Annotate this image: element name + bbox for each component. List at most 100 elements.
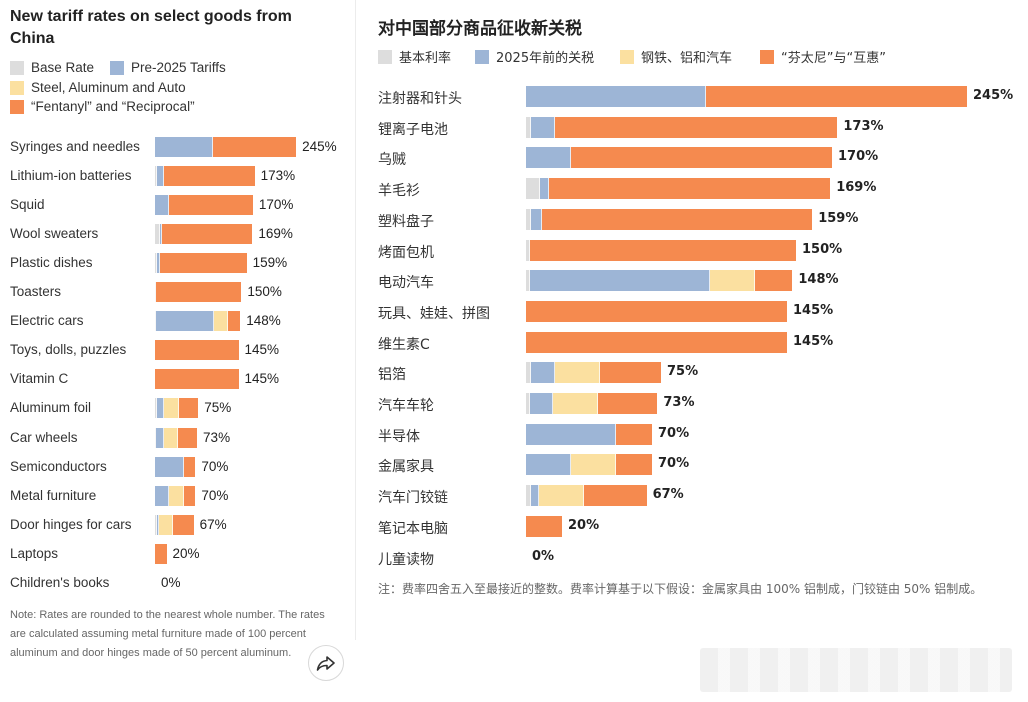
legend-label: Steel, Aluminum and Auto [31, 80, 186, 95]
bar-segment [531, 208, 543, 230]
value-label: 169% [836, 180, 877, 196]
category-label: 烤面包机 [378, 244, 434, 261]
legend-label: Pre-2025 Tariffs [131, 60, 226, 75]
bar [526, 239, 796, 261]
legend-item: 2025年前的关税 [475, 47, 594, 66]
note-en: Note: Rates are rounded to the nearest w… [10, 609, 325, 659]
value-label: 150% [802, 241, 843, 257]
bar-segment [526, 362, 532, 384]
bar-segment [155, 166, 157, 187]
category-label: 汽车门铰链 [378, 490, 448, 507]
value-label: 159% [818, 210, 859, 226]
value-label: 169% [258, 226, 293, 242]
bar-segment [597, 393, 658, 414]
bar-segment [155, 543, 167, 564]
bar-segment [583, 485, 647, 507]
bar-segment [155, 340, 239, 361]
category-label: 乌贼 [378, 152, 406, 169]
legend-item: 钢铁、铝和汽车 [620, 47, 732, 66]
category-label: 铝箔 [378, 367, 406, 384]
bar [526, 485, 647, 507]
value-label: 145% [244, 342, 280, 358]
bar-segment [178, 427, 198, 448]
category-label: Electric cars [10, 313, 84, 329]
bar-segment [156, 166, 165, 187]
legend-swatch [620, 49, 634, 64]
bar-segment [155, 195, 170, 216]
bar-segment [213, 311, 229, 332]
bar-segment [228, 311, 241, 332]
bar [155, 485, 196, 506]
bar [155, 369, 239, 390]
bar [155, 282, 242, 303]
bar-segment [526, 423, 616, 445]
panel-divider [355, 0, 356, 640]
legend-item: Pre-2025 Tariffs [110, 60, 226, 75]
bar [526, 423, 652, 445]
bar [526, 362, 661, 384]
value-label: 0% [532, 548, 555, 564]
bar-segment [183, 456, 196, 477]
bar-segment [571, 147, 832, 169]
value-label: 20% [568, 517, 600, 533]
category-label: 塑料盘子 [378, 213, 434, 230]
legend-swatch [378, 49, 392, 64]
value-label: 70% [658, 425, 690, 441]
share-button[interactable] [308, 645, 344, 681]
bar-segment [526, 86, 706, 107]
bar-segment [542, 208, 813, 230]
bar [526, 454, 652, 476]
value-label: 173% [843, 118, 884, 134]
bar-segment [709, 270, 755, 292]
value-label: 73% [663, 395, 695, 410]
bar-segment [169, 485, 184, 506]
value-label: 0% [161, 574, 181, 590]
english-chart-panel: New tariff rates on select goods from Ch… [0, 0, 360, 702]
bar-segment [163, 427, 179, 448]
bar [526, 331, 787, 353]
value-label: 73% [203, 429, 231, 445]
bar-segment [156, 253, 161, 274]
category-label: 玩具、娃娃、拼图 [378, 305, 490, 322]
bar-segment [540, 178, 550, 200]
value-label: 148% [798, 272, 839, 288]
bar-segment [531, 362, 555, 384]
bar-segment [173, 514, 194, 535]
chart-title-en: New tariff rates on select goods from Ch… [10, 8, 292, 47]
bar-segment [526, 208, 532, 230]
legend-swatch [110, 60, 124, 75]
bar [155, 224, 253, 245]
category-label: 半导体 [378, 428, 420, 445]
bar [155, 340, 239, 361]
bar [155, 195, 253, 216]
bar-segment [526, 270, 530, 292]
bar [155, 514, 194, 535]
bar-segment [531, 485, 539, 507]
legend-item: Steel, Aluminum and Auto [10, 80, 186, 95]
bar-segment [162, 224, 253, 245]
chinese-chart-panel: 对中国部分商品征收新关税 基本利率 2025年前的关税 钢铁、铝和汽车 “芬太尼”与“… [360, 0, 1028, 702]
category-label: Lithium-ion batteries [10, 168, 132, 184]
category-label: Door hinges for cars [10, 516, 132, 532]
category-label: Aluminum foil [10, 400, 92, 416]
legend-label: “芬太尼”与“互惠” [781, 51, 886, 66]
value-label: 150% [247, 284, 282, 300]
bar-segment [155, 137, 213, 157]
bar-segment [526, 515, 562, 537]
bar-segment [155, 282, 157, 303]
bar-segment [155, 485, 170, 506]
category-label: Toys, dolls, puzzles [10, 342, 127, 358]
bar-segment [616, 423, 652, 445]
bar-segment [156, 514, 160, 535]
value-label: 148% [246, 313, 281, 329]
category-label: Wool sweaters [10, 226, 99, 242]
bar-segment [526, 393, 530, 414]
note-zh: 注：费率四舍五入至最接近的整数。费率计算基于以下假设：金属家具由 100% 铝制… [378, 582, 983, 596]
bar-segment [155, 253, 157, 274]
legend-label: “Fentanyl” and “Reciprocal” [31, 99, 195, 114]
legend-label: Base Rate [31, 60, 95, 75]
category-label: Toasters [10, 284, 62, 300]
category-label: Car wheels [10, 429, 78, 445]
bar-segment [156, 427, 164, 448]
bar-segment [529, 270, 710, 292]
